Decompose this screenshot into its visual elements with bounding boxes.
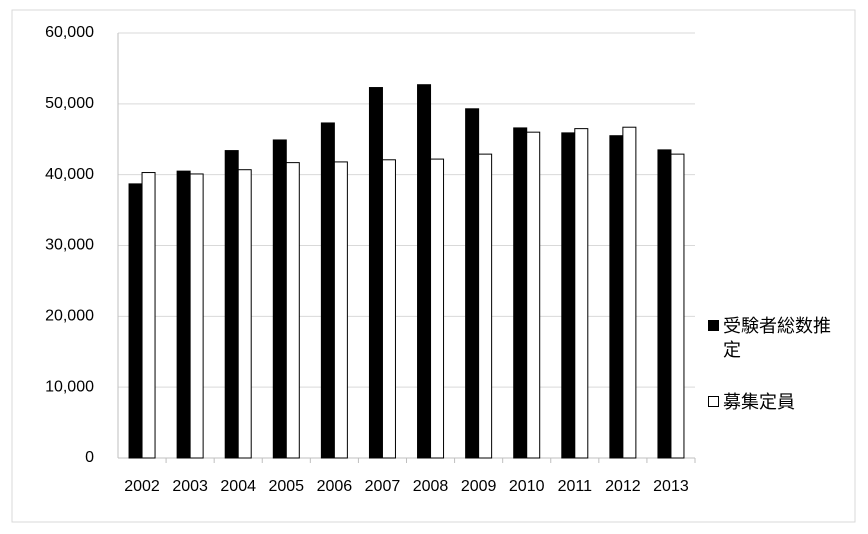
bar <box>237 169 252 459</box>
bar <box>465 108 480 459</box>
bar <box>417 84 432 459</box>
x-tick-label: 2010 <box>509 478 545 495</box>
bar <box>622 126 637 459</box>
legend-label: 受験者総数推定 <box>723 316 831 360</box>
bar <box>478 153 493 459</box>
legend: 受験者総数推定募集定員 <box>708 314 843 442</box>
y-tick-label: 50,000 <box>45 95 94 112</box>
x-tick-label: 2004 <box>220 478 256 495</box>
bar <box>657 149 672 459</box>
x-tick-label: 2007 <box>365 478 401 495</box>
y-tick-label: 30,000 <box>45 237 94 254</box>
bar <box>272 139 287 459</box>
y-tick-label: 60,000 <box>45 24 94 41</box>
bar <box>333 161 348 459</box>
y-tick-label: 40,000 <box>45 166 94 183</box>
y-tick-label: 10,000 <box>45 378 94 395</box>
bar <box>381 159 396 459</box>
bar <box>224 150 239 459</box>
y-tick-label: 0 <box>85 449 94 466</box>
x-tick-label: 2009 <box>461 478 497 495</box>
x-tick-label: 2005 <box>268 478 304 495</box>
legend-entry: 受験者総数推定 <box>708 314 843 362</box>
bar <box>526 131 541 459</box>
y-tick-label: 20,000 <box>45 308 94 325</box>
bar <box>430 158 445 459</box>
bar <box>320 122 335 459</box>
bar <box>670 153 685 459</box>
x-tick-label: 2012 <box>605 478 641 495</box>
legend-entry: 募集定員 <box>708 390 843 414</box>
bar <box>513 127 528 459</box>
bar <box>368 87 383 459</box>
x-tick-label: 2002 <box>124 478 160 495</box>
bar <box>609 135 624 459</box>
legend-swatch <box>708 396 719 407</box>
bar <box>561 132 576 459</box>
bar <box>176 170 191 459</box>
legend-swatch <box>708 320 719 331</box>
legend-label: 募集定員 <box>723 392 795 412</box>
bar <box>285 162 300 459</box>
bar <box>189 173 204 459</box>
x-tick-label: 2006 <box>317 478 353 495</box>
x-tick-label: 2003 <box>172 478 208 495</box>
x-tick-label: 2011 <box>558 478 593 495</box>
x-tick-label: 2013 <box>653 478 689 495</box>
bar <box>574 128 589 459</box>
bar <box>141 172 156 459</box>
bar <box>128 183 143 459</box>
x-tick-label: 2008 <box>413 478 449 495</box>
